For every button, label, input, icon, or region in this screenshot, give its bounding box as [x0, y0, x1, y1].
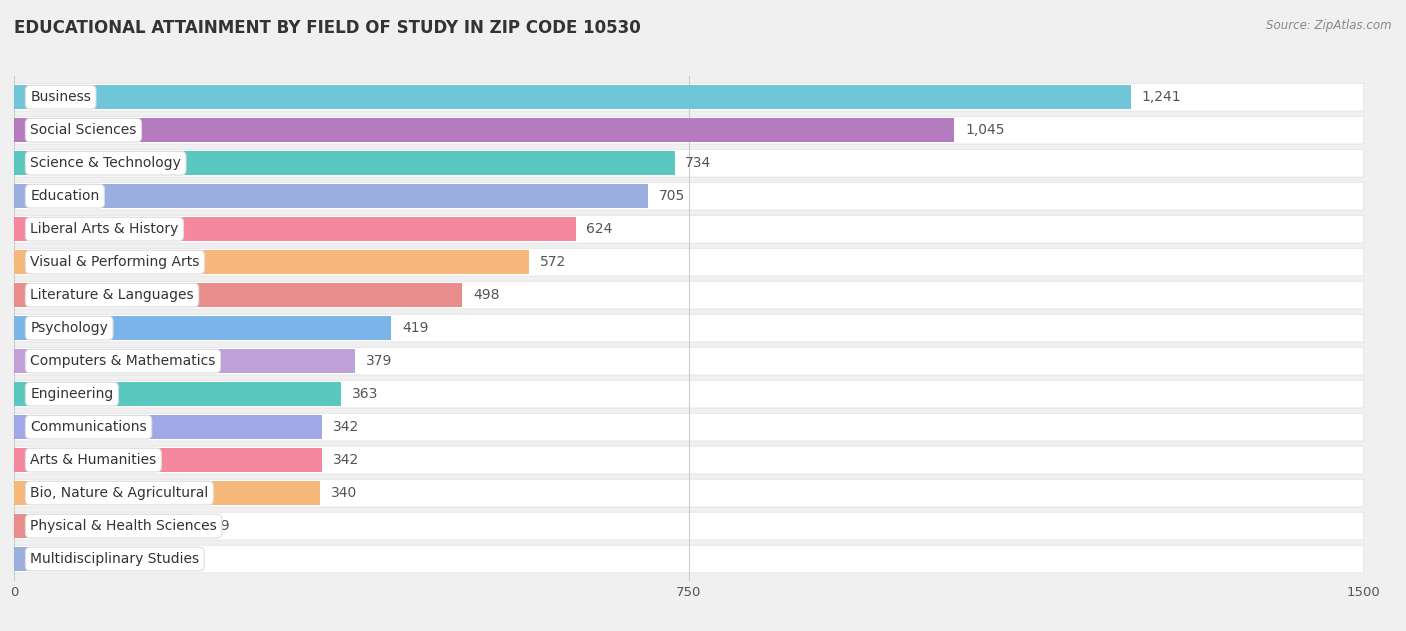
Text: Visual & Performing Arts: Visual & Performing Arts	[31, 255, 200, 269]
Text: Arts & Humanities: Arts & Humanities	[31, 453, 156, 467]
Text: 734: 734	[685, 156, 711, 170]
Text: 419: 419	[402, 321, 429, 335]
Bar	[14, 547, 90, 571]
Bar	[14, 316, 391, 340]
FancyBboxPatch shape	[14, 479, 1364, 507]
Bar	[14, 382, 340, 406]
Text: Psychology: Psychology	[31, 321, 108, 335]
Text: Computers & Mathematics: Computers & Mathematics	[31, 354, 215, 368]
FancyBboxPatch shape	[14, 248, 1364, 276]
Text: Liberal Arts & History: Liberal Arts & History	[31, 222, 179, 236]
Text: Social Sciences: Social Sciences	[31, 123, 136, 137]
Text: 379: 379	[366, 354, 392, 368]
Text: Physical & Health Sciences: Physical & Health Sciences	[31, 519, 217, 533]
Text: 572: 572	[540, 255, 565, 269]
Bar	[14, 151, 675, 175]
Bar	[14, 251, 529, 274]
FancyBboxPatch shape	[14, 281, 1364, 309]
Text: 342: 342	[333, 453, 359, 467]
Bar	[14, 85, 1130, 109]
FancyBboxPatch shape	[14, 116, 1364, 144]
Bar	[14, 514, 193, 538]
Text: 340: 340	[330, 486, 357, 500]
FancyBboxPatch shape	[14, 182, 1364, 210]
Bar	[14, 118, 955, 142]
FancyBboxPatch shape	[14, 446, 1364, 474]
FancyBboxPatch shape	[14, 215, 1364, 243]
FancyBboxPatch shape	[14, 380, 1364, 408]
Bar	[14, 283, 463, 307]
FancyBboxPatch shape	[14, 347, 1364, 375]
Text: 498: 498	[472, 288, 499, 302]
Text: Engineering: Engineering	[31, 387, 114, 401]
Text: 1,241: 1,241	[1142, 90, 1181, 104]
Bar	[14, 184, 648, 208]
Text: Multidisciplinary Studies: Multidisciplinary Studies	[31, 552, 200, 566]
Text: 1,045: 1,045	[965, 123, 1005, 137]
Text: 624: 624	[586, 222, 613, 236]
FancyBboxPatch shape	[14, 314, 1364, 342]
Text: Bio, Nature & Agricultural: Bio, Nature & Agricultural	[31, 486, 208, 500]
FancyBboxPatch shape	[14, 413, 1364, 441]
Bar	[14, 448, 322, 472]
Text: Business: Business	[31, 90, 91, 104]
Bar	[14, 481, 321, 505]
FancyBboxPatch shape	[14, 512, 1364, 540]
Text: 85: 85	[101, 552, 120, 566]
Text: Source: ZipAtlas.com: Source: ZipAtlas.com	[1267, 19, 1392, 32]
Text: 342: 342	[333, 420, 359, 434]
Bar	[14, 415, 322, 439]
Text: 705: 705	[659, 189, 686, 203]
Text: EDUCATIONAL ATTAINMENT BY FIELD OF STUDY IN ZIP CODE 10530: EDUCATIONAL ATTAINMENT BY FIELD OF STUDY…	[14, 19, 641, 37]
FancyBboxPatch shape	[14, 83, 1364, 111]
FancyBboxPatch shape	[14, 545, 1364, 573]
Bar	[14, 349, 356, 373]
FancyBboxPatch shape	[14, 150, 1364, 177]
Text: Literature & Languages: Literature & Languages	[31, 288, 194, 302]
Text: 363: 363	[352, 387, 378, 401]
Text: Education: Education	[31, 189, 100, 203]
Bar	[14, 217, 575, 241]
Text: Science & Technology: Science & Technology	[31, 156, 181, 170]
Text: Communications: Communications	[31, 420, 146, 434]
Text: 199: 199	[204, 519, 231, 533]
